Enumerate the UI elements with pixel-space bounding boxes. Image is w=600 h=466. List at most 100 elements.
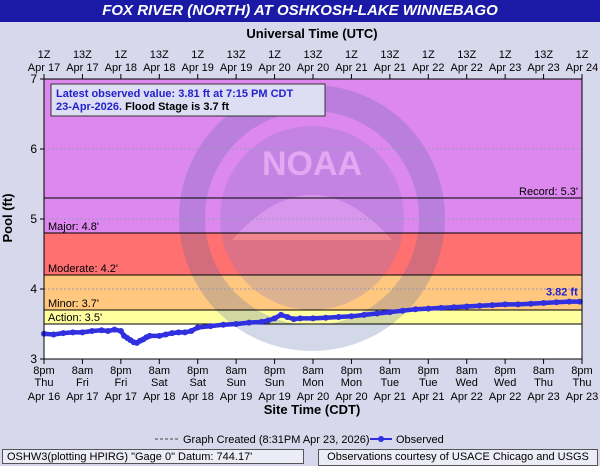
local-tick-date: Apr 22: [451, 391, 483, 403]
page-title: FOX RIVER (NORTH) AT OSHKOSH-LAKE WINNEB…: [0, 0, 600, 22]
observed-point: [175, 329, 182, 336]
observed-point: [207, 323, 214, 330]
local-tick-date: Apr 18: [182, 391, 214, 403]
utc-tick-hour: 1Z: [191, 49, 204, 61]
last-value-label: 3.82 ft: [546, 287, 578, 299]
annotation-flood-stage: Flood Stage is 3.7 ft: [122, 101, 229, 113]
utc-tick-hour: 13Z: [304, 49, 323, 61]
utc-tick-hour: 1Z: [345, 49, 358, 61]
local-tick-date: Apr 22: [489, 391, 521, 403]
observed-point: [399, 307, 406, 314]
annotation-date: 23-Apr-2026.: [56, 101, 122, 113]
local-tick-day: Mon: [341, 377, 362, 389]
y-tick-label: 4: [30, 282, 37, 296]
local-tick-time: 8am: [379, 365, 400, 377]
utc-tick-date: Apr 20: [258, 62, 290, 74]
observed-point: [290, 316, 297, 323]
utc-tick-date: Apr 22: [451, 62, 483, 74]
local-tick-day: Sat: [189, 377, 206, 389]
utc-tick-hour: 1Z: [499, 49, 512, 61]
observed-point: [156, 332, 163, 339]
utc-tick-date: Apr 21: [335, 62, 367, 74]
observed-point: [284, 314, 291, 320]
local-tick-day: Mon: [302, 377, 323, 389]
local-tick-date: Apr 23: [527, 391, 559, 403]
threshold-label-minor: Minor: 3.7': [48, 298, 99, 310]
observed-point: [576, 298, 583, 305]
threshold-label-moderate: Moderate: 4.2': [48, 263, 118, 275]
observed-point: [553, 299, 560, 306]
observed-point: [515, 301, 521, 308]
observed-point: [374, 310, 380, 317]
legend-observed-marker: [378, 436, 384, 442]
y-gridlines: [44, 148, 582, 290]
local-tick-time: 8pm: [341, 365, 362, 377]
utc-tick-date: Apr 17: [28, 62, 60, 74]
threshold-lines: Action: 3.5' Minor: 3.7' Moderate: 4.2' Maj…: [44, 186, 582, 325]
utc-tick-date: Apr 20: [297, 62, 329, 74]
utc-tick-date: Apr 22: [412, 62, 444, 74]
y-axis-title: Pool (ft): [0, 193, 15, 242]
observed-point: [386, 309, 393, 316]
legend-created-label: Graph Created (8:31PM Apr 23, 2026): [183, 434, 370, 446]
local-tick-time: 8pm: [187, 365, 208, 377]
threshold-label-action: Action: 3.5': [48, 312, 102, 324]
data-credit-footer: Observations courtesy of USACE Chicago a…: [318, 449, 598, 466]
utc-tick-hour: 1Z: [576, 49, 589, 61]
observed-point: [188, 328, 195, 334]
observed-point: [540, 300, 547, 306]
utc-tick-hour: 1Z: [268, 49, 281, 61]
observed-point: [527, 300, 534, 307]
observed-point: [98, 327, 105, 334]
observed-point: [111, 326, 118, 333]
local-tick-date: Apr 21: [374, 391, 406, 403]
observed-point: [220, 321, 227, 328]
observed-series: [41, 298, 583, 346]
utc-tick-hour: 1Z: [38, 49, 51, 61]
noaa-seal-watermark: NOAA: [179, 85, 445, 351]
observed-point: [297, 315, 304, 322]
local-tick-day: Fri: [76, 377, 89, 389]
legend-observed-label: Observed: [396, 434, 444, 446]
local-tick-date: Apr 18: [143, 391, 175, 403]
observed-point: [450, 304, 457, 311]
threshold-label-major: Major: 4.8': [48, 221, 99, 233]
local-tick-date: Apr 20: [335, 391, 367, 403]
local-tick-time: 8pm: [110, 365, 131, 377]
y-tick-label: 7: [30, 72, 37, 86]
local-tick-day: Sat: [151, 377, 168, 389]
utc-tick-hour: 13Z: [380, 49, 399, 61]
latest-value-annotation: Latest observed value: 3.81 ft at 7:15 P…: [50, 83, 326, 117]
local-tick-time: 8am: [302, 365, 323, 377]
local-tick-date: Apr 17: [66, 391, 98, 403]
local-tick-time: 8pm: [494, 365, 515, 377]
observed-point: [50, 331, 57, 338]
utc-tick-hour: 13Z: [227, 49, 246, 61]
observed-point: [181, 329, 188, 336]
local-tick-date: Apr 19: [258, 391, 290, 403]
observed-point: [258, 318, 265, 325]
utc-tick-hour: 13Z: [73, 49, 92, 61]
utc-tick-date: Apr 23: [527, 62, 559, 74]
local-tick-day: Tue: [381, 377, 400, 389]
observed-point: [278, 311, 284, 318]
local-tick-time: 8pm: [571, 365, 592, 377]
local-tick-day: Thu: [534, 377, 553, 389]
local-tick-day: Fri: [114, 377, 127, 389]
observed-point: [348, 313, 355, 320]
local-tick-date: Apr 21: [412, 391, 444, 403]
observed-point: [89, 328, 95, 334]
utc-tick-hour: 13Z: [534, 49, 553, 61]
local-tick-time: 8pm: [264, 365, 285, 377]
observed-point: [438, 304, 445, 311]
local-tick-day: Sun: [265, 377, 285, 389]
local-tick-time: 8am: [456, 365, 477, 377]
observed-point: [60, 330, 67, 337]
local-tick-day: Wed: [456, 377, 478, 389]
observed-point: [361, 311, 368, 318]
y-tick-label: 3: [30, 352, 37, 366]
band-moderate: [44, 233, 582, 275]
observed-point: [489, 302, 496, 309]
observed-point: [335, 314, 342, 320]
observed-point: [502, 301, 509, 308]
